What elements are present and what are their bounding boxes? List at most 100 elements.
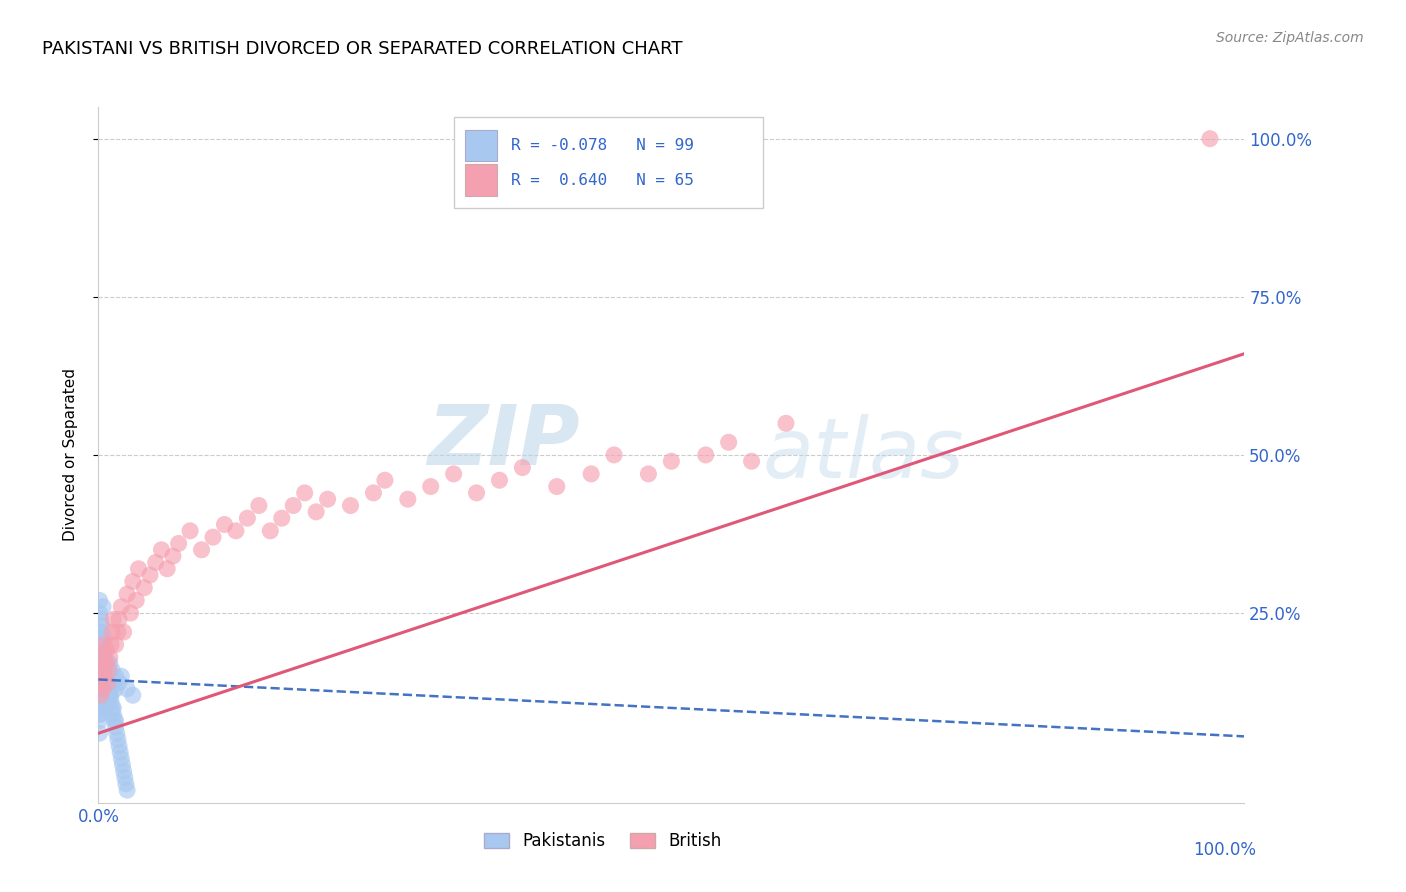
Point [259, 524, 281, 538]
Point [90, 707, 112, 722]
Point [101, 675, 124, 690]
Point [156, 562, 179, 576]
Text: R = -0.078   N = 99: R = -0.078 N = 99 [510, 137, 693, 153]
Point [134, 581, 156, 595]
Point [100, 688, 122, 702]
Point [110, 751, 132, 765]
Point [98, 669, 121, 683]
Point [294, 486, 316, 500]
Point [91, 599, 114, 614]
Point [108, 675, 131, 690]
Point [90, 675, 112, 690]
Bar [465, 164, 498, 195]
Point [93, 675, 115, 690]
Text: 100.0%: 100.0% [1192, 841, 1256, 859]
Text: ZIP: ZIP [427, 401, 579, 482]
Point [179, 524, 201, 538]
Point [90, 650, 112, 665]
Point [90, 625, 112, 640]
FancyBboxPatch shape [454, 118, 763, 208]
Point [90, 650, 112, 665]
Point [90, 663, 112, 677]
Point [104, 681, 127, 696]
Point [145, 556, 167, 570]
Point [125, 593, 148, 607]
Point [89, 714, 111, 728]
Point [103, 714, 125, 728]
Point [97, 663, 120, 677]
Point [94, 663, 117, 677]
Point [96, 663, 118, 677]
Point [112, 764, 135, 779]
Point [316, 492, 339, 507]
Point [236, 511, 259, 525]
Point [97, 675, 120, 690]
Point [1199, 131, 1222, 145]
Point [419, 479, 441, 493]
Point [97, 681, 120, 696]
Legend: Pakistanis, British: Pakistanis, British [477, 826, 728, 857]
Point [339, 499, 361, 513]
Point [101, 663, 124, 677]
Point [115, 587, 138, 601]
Point [104, 714, 127, 728]
Point [91, 681, 114, 696]
Text: Source: ZipAtlas.com: Source: ZipAtlas.com [1216, 31, 1364, 45]
Point [93, 657, 115, 671]
Point [93, 663, 115, 677]
Point [150, 542, 173, 557]
Point [110, 669, 132, 683]
Point [101, 701, 124, 715]
Point [114, 771, 136, 785]
Point [94, 695, 117, 709]
Point [89, 675, 111, 690]
Point [91, 632, 114, 646]
Point [167, 536, 190, 550]
Point [115, 783, 138, 797]
Point [94, 657, 117, 671]
Point [374, 473, 396, 487]
Point [100, 638, 122, 652]
Point [546, 479, 568, 493]
Point [90, 669, 112, 683]
Point [89, 663, 111, 677]
Point [90, 638, 112, 652]
Point [115, 777, 138, 791]
Point [107, 732, 129, 747]
Point [93, 669, 115, 683]
Point [103, 707, 125, 722]
Point [128, 562, 150, 576]
Point [110, 599, 132, 614]
Point [89, 606, 111, 620]
Point [93, 701, 115, 715]
Point [465, 486, 488, 500]
Point [89, 726, 111, 740]
Point [89, 650, 111, 665]
Y-axis label: Divorced or Separated: Divorced or Separated [63, 368, 77, 541]
Point [96, 669, 118, 683]
Point [162, 549, 184, 563]
Point [89, 707, 111, 722]
Point [90, 681, 112, 696]
Point [97, 663, 120, 677]
Text: PAKISTANI VS BRITISH DIVORCED OR SEPARATED CORRELATION CHART: PAKISTANI VS BRITISH DIVORCED OR SEPARAT… [42, 40, 683, 58]
Point [98, 650, 121, 665]
Point [139, 568, 162, 582]
Point [104, 720, 127, 734]
Point [89, 688, 111, 702]
Point [108, 745, 131, 759]
Point [90, 688, 112, 702]
Point [103, 701, 125, 715]
Point [111, 757, 134, 772]
Point [89, 675, 111, 690]
Point [90, 644, 112, 658]
Point [443, 467, 465, 481]
Point [91, 657, 114, 671]
Point [89, 695, 111, 709]
Point [93, 650, 115, 665]
Point [105, 726, 128, 740]
Point [97, 675, 120, 690]
Point [775, 417, 797, 431]
Point [396, 492, 419, 507]
Point [115, 681, 138, 696]
